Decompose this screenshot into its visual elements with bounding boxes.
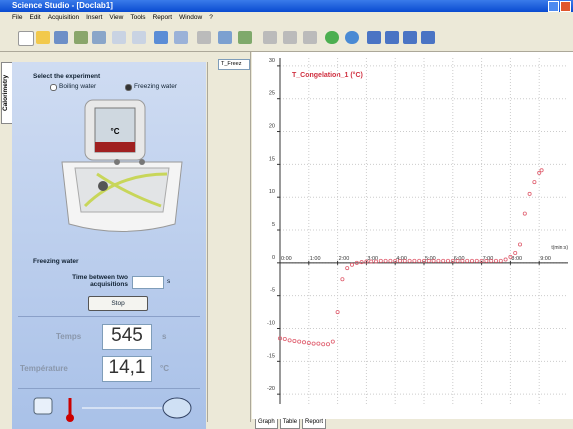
- tool-icon[interactable]: [54, 31, 68, 44]
- close-button[interactable]: [560, 1, 571, 12]
- menu-item[interactable]: Report: [153, 12, 173, 23]
- readout-value: 14,1: [102, 356, 152, 382]
- tool-icon[interactable]: [345, 31, 359, 44]
- chart-background: [252, 52, 573, 419]
- divider: [18, 388, 200, 389]
- stop-button[interactable]: Stop: [88, 296, 148, 311]
- view-tab[interactable]: Report: [302, 419, 326, 429]
- readout-label: Température: [20, 364, 68, 373]
- y-tick-label: -5: [270, 288, 275, 294]
- menu-item[interactable]: View: [109, 12, 123, 23]
- chart-title: T_Congelation_1 (°C): [292, 71, 363, 79]
- knob: [114, 159, 120, 165]
- view-tab[interactable]: Graph: [255, 419, 278, 429]
- status-icons: [22, 392, 202, 429]
- title-bar: Science Studio - [Doclab1]: [0, 0, 573, 12]
- tool-icon[interactable]: [132, 31, 146, 44]
- select-label: Select the experiment: [33, 73, 100, 80]
- readout-value: 545: [102, 324, 152, 350]
- tool-icon[interactable]: [218, 31, 232, 44]
- x-tick-label: 0:00: [281, 256, 292, 262]
- y-tick-label: -20: [267, 386, 275, 392]
- divider: [18, 316, 200, 317]
- interval-unit: s: [167, 278, 170, 285]
- tool-icon[interactable]: [263, 31, 277, 44]
- toolbar: [0, 23, 573, 52]
- splitter: [250, 52, 251, 422]
- tool-icon[interactable]: [367, 31, 381, 44]
- view-tab[interactable]: Table: [280, 419, 300, 429]
- y-tick-label: 25: [269, 91, 275, 97]
- y-tick-label: -10: [267, 320, 275, 326]
- x-tick-label: 1:00: [310, 256, 321, 262]
- y-tick-label: 20: [269, 124, 275, 130]
- chart: T_Congelation_1 (°C) 30 25 20 15 10 5 0 -5 -10 -1…: [252, 52, 573, 419]
- menu-item[interactable]: ?: [209, 12, 213, 23]
- tool-icon[interactable]: [74, 31, 88, 44]
- tool-icon[interactable]: [112, 31, 126, 44]
- menu-item[interactable]: Window: [179, 12, 202, 23]
- tool-icon[interactable]: [36, 31, 50, 44]
- tool-icon[interactable]: [92, 31, 106, 44]
- ice-icon: [34, 398, 52, 414]
- x-axis-label: t(min:s): [551, 245, 568, 251]
- option-label: Boiling water: [59, 83, 96, 90]
- radio[interactable]: [50, 84, 57, 91]
- splitter: [207, 62, 208, 422]
- app-window: Science Studio - [Doclab1] File Edit Acqui…: [0, 0, 573, 429]
- readout-unit: °C: [160, 364, 169, 373]
- y-tick-label: 10: [269, 189, 275, 195]
- meter-band: [95, 142, 135, 152]
- menu-item[interactable]: Tools: [130, 12, 145, 23]
- experiment-label: Freezing water: [33, 258, 79, 265]
- interval-label: Time between two acquisitions: [52, 274, 128, 288]
- x-tick-label: 9:00: [540, 256, 551, 262]
- y-tick-label: -15: [267, 353, 275, 359]
- tool-icon[interactable]: [18, 31, 34, 46]
- tool-icon[interactable]: [174, 31, 188, 44]
- menu-item[interactable]: Edit: [29, 12, 40, 23]
- tool-icon[interactable]: [421, 31, 435, 44]
- radio[interactable]: [125, 84, 132, 91]
- menu-item[interactable]: File: [12, 12, 22, 23]
- graph-selector[interactable]: T_Freez: [218, 59, 250, 70]
- tool-icon[interactable]: [303, 31, 317, 44]
- interval-input[interactable]: [132, 276, 164, 289]
- tool-icon[interactable]: [197, 31, 211, 44]
- menu-bar: File Edit Acquisition Insert View Tools Report…: [0, 12, 573, 23]
- knob: [139, 159, 145, 165]
- menu-item[interactable]: Acquisition: [48, 12, 79, 23]
- y-tick-label: 0: [272, 255, 275, 261]
- y-tick-label: 15: [269, 156, 275, 162]
- experiment-panel: Select the experiment Boiling water Free…: [12, 62, 206, 429]
- window-title: Science Studio - [Doclab1]: [0, 1, 113, 10]
- tool-icon[interactable]: [403, 31, 417, 44]
- y-tick-label: 5: [272, 222, 275, 228]
- maximize-button[interactable]: [548, 1, 559, 12]
- calorimeter-illustration: °C: [57, 94, 187, 244]
- y-tick-label: 30: [269, 58, 275, 64]
- x-tick-label: 2:00: [339, 256, 350, 262]
- tool-icon[interactable]: [385, 31, 399, 44]
- tool-icon[interactable]: [238, 31, 252, 44]
- device-unit: °C: [111, 127, 120, 136]
- tool-icon[interactable]: [283, 31, 297, 44]
- menu-item[interactable]: Insert: [86, 12, 102, 23]
- sensor: [98, 181, 108, 191]
- option-label: Freezing water: [134, 83, 177, 90]
- tool-icon[interactable]: [325, 31, 339, 44]
- pot-icon: [163, 398, 191, 418]
- thermometer-bulb: [66, 414, 74, 422]
- readout-unit: s: [162, 332, 166, 341]
- x-tick-label: 8:00: [511, 256, 522, 262]
- tool-icon[interactable]: [154, 31, 168, 44]
- readout-label: Temps: [56, 332, 81, 341]
